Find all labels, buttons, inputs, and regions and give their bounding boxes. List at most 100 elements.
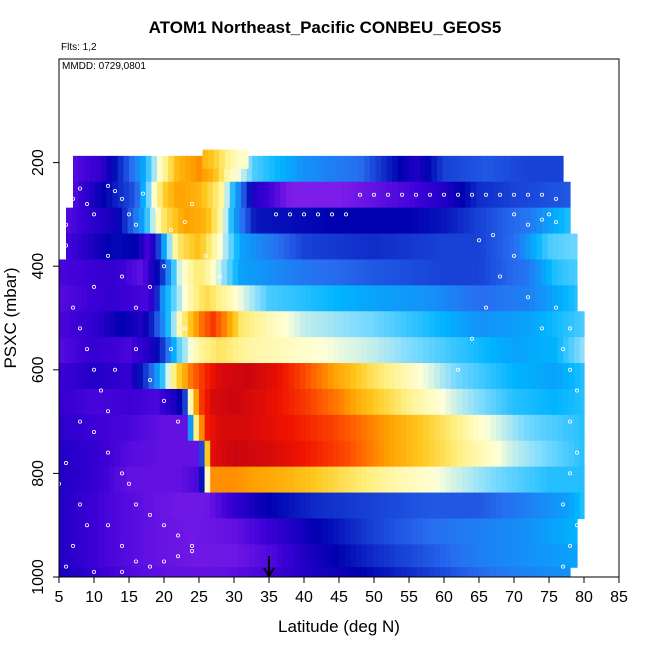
heatmap-cell (383, 492, 390, 520)
heatmap-cell (103, 337, 110, 364)
heatmap-cell (98, 466, 105, 494)
heatmap-cell (361, 337, 368, 364)
heatmap-cell (87, 259, 94, 286)
heatmap-cell (81, 492, 88, 520)
heatmap-cell (269, 155, 276, 183)
heatmap-cell (395, 518, 402, 545)
heatmap-cell (87, 414, 94, 442)
heatmap-cell (504, 155, 511, 183)
heatmap-cell (456, 567, 463, 577)
heatmap-cell (64, 567, 71, 577)
heatmap-cell (515, 155, 522, 183)
heatmap-cell (355, 337, 362, 364)
heatmap-cell (465, 155, 472, 183)
heatmap-cell (579, 440, 585, 468)
heatmap-cell (172, 207, 179, 235)
heatmap-cell (400, 440, 407, 468)
heatmap-cell (92, 388, 99, 416)
heatmap-cell (383, 388, 390, 416)
heatmap-cell (557, 285, 564, 312)
heatmap-cell (294, 285, 301, 312)
heatmap-cell (98, 259, 105, 286)
heatmap-cell (255, 544, 262, 568)
heatmap-cell (491, 207, 498, 235)
heatmap-cell (137, 337, 144, 364)
heatmap-cell (417, 440, 424, 468)
heatmap-cell (557, 259, 564, 286)
heatmap-cell (423, 414, 430, 442)
heatmap-cell (479, 440, 486, 468)
heatmap-cell (451, 259, 458, 286)
heatmap-cell (299, 388, 306, 416)
heatmap-cell (417, 311, 424, 338)
heatmap-cell (423, 285, 430, 312)
heatmap-cell (568, 285, 575, 312)
heatmap-cell (168, 181, 175, 209)
heatmap-cell (165, 285, 172, 312)
heatmap-cell (165, 311, 172, 338)
heatmap-cell (411, 388, 418, 416)
heatmap-cell (263, 181, 270, 209)
heatmap-cell (322, 259, 329, 286)
sample-point (133, 502, 138, 507)
heatmap-cell (423, 259, 430, 286)
heatmap-cell (546, 363, 553, 390)
heatmap-cell (467, 440, 474, 468)
heatmap-cell (383, 440, 390, 468)
heatmap-cell (291, 181, 298, 209)
heatmap-cell (367, 492, 374, 520)
heatmap-cell (333, 363, 340, 390)
heatmap-cell (333, 311, 340, 338)
heatmap-cell (334, 207, 341, 235)
heatmap-cell (529, 337, 536, 364)
heatmap-cell (70, 544, 77, 568)
heatmap-cell (148, 337, 155, 364)
heatmap-cell (350, 363, 357, 390)
heatmap-cell (473, 285, 480, 312)
heatmap-cell (311, 414, 318, 442)
sample-point (140, 191, 145, 196)
heatmap-cell (579, 363, 585, 390)
heatmap-cell (554, 155, 561, 183)
heatmap-cell (361, 466, 368, 494)
heatmap-cell (413, 233, 420, 261)
heatmap-cell (199, 567, 206, 577)
heatmap-cell (260, 466, 267, 494)
heatmap-cell (523, 363, 530, 390)
heatmap-cell (109, 311, 116, 338)
heatmap-cell (445, 466, 452, 494)
heatmap-cell (523, 388, 530, 416)
heatmap-cell (59, 337, 66, 364)
heatmap-cell (473, 414, 480, 442)
heatmap-cell (109, 492, 116, 520)
heatmap-cell (159, 311, 166, 338)
sample-point (568, 326, 573, 331)
heatmap-cell (451, 414, 458, 442)
heatmap-cell (260, 544, 267, 568)
heatmap-cell (490, 492, 497, 520)
heatmap-cell (361, 388, 368, 416)
heatmap-cell (92, 285, 99, 312)
x-tick-label: 55 (400, 589, 418, 606)
heatmap-cell (493, 181, 500, 209)
heatmap-cell (430, 233, 437, 261)
heatmap-cell (176, 337, 183, 364)
heatmap-cell (424, 233, 431, 261)
heatmap-cell (78, 181, 85, 209)
sample-point (92, 429, 97, 434)
heatmap-cell (389, 567, 396, 577)
heatmap-cell (98, 337, 105, 364)
x-tick-label: 5 (55, 589, 64, 606)
heatmap-cell (94, 207, 101, 235)
heatmap-cell (238, 440, 245, 468)
heatmap-cell (59, 466, 66, 494)
heatmap-cell (143, 440, 150, 468)
heatmap-cell (428, 337, 435, 364)
heatmap-cell (540, 285, 547, 312)
heatmap-cell (411, 440, 418, 468)
heatmap-cell (563, 544, 570, 568)
heatmap-cell (109, 363, 116, 390)
heatmap-cell (305, 544, 312, 568)
heatmap-cell (512, 311, 519, 338)
heatmap-cell (182, 567, 189, 577)
